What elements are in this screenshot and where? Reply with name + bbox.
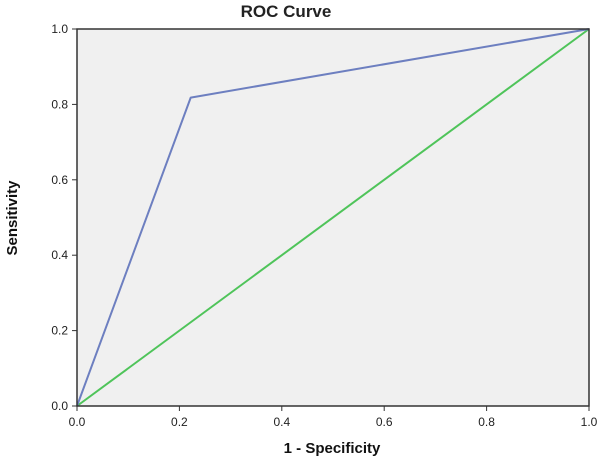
x-axis-label: 1 - Specificity xyxy=(284,440,381,457)
reference-diagonal-line xyxy=(76,28,590,407)
y-tick-label: 1.0 xyxy=(51,22,68,36)
x-tick-label: 1.0 xyxy=(581,415,598,429)
y-tick-label: 0.4 xyxy=(51,248,68,262)
y-tick-label: 0.6 xyxy=(51,173,68,187)
y-tick-label: 0.0 xyxy=(51,399,68,413)
series-layer xyxy=(76,28,590,407)
chart-title: ROC Curve xyxy=(241,2,332,21)
y-tick-label: 0.8 xyxy=(51,97,68,111)
y-axis-label: Sensitivity xyxy=(4,180,21,256)
y-tick-label: 0.2 xyxy=(51,324,68,338)
x-tick-label: 0.2 xyxy=(171,415,188,429)
x-tick-label: 0.4 xyxy=(273,415,290,429)
x-tick-label: 0.0 xyxy=(69,415,86,429)
x-tick-label: 0.8 xyxy=(478,415,495,429)
axis-ticks: 0.0 0.2 0.4 0.6 0.8 1.0 0.0 0.2 0.4 0.6 0.8 1.0 xyxy=(51,22,597,429)
plot-frame xyxy=(76,28,590,407)
x-tick-label: 0.6 xyxy=(376,415,393,429)
roc-curve-line xyxy=(76,28,590,407)
